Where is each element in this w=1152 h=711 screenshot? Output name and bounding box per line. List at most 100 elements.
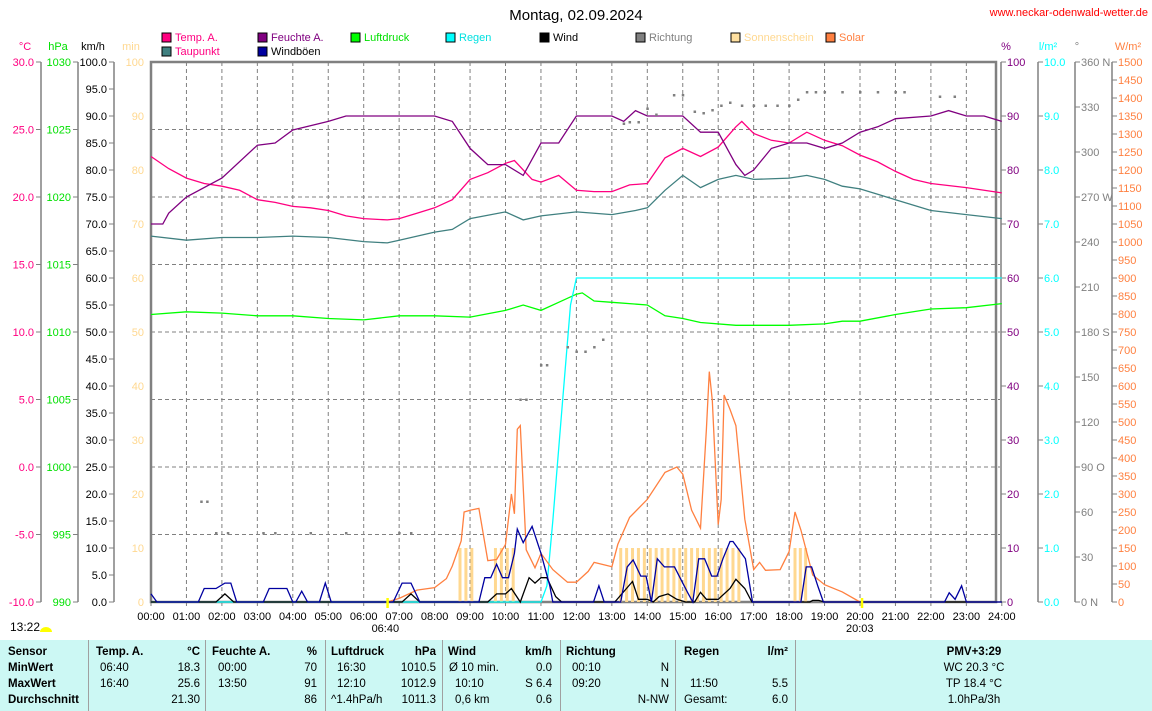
stats-table: Sensor MinWert MaxWert Durchschnitt Temp… <box>0 640 1152 711</box>
axis-tick-label: 270 W <box>1081 192 1113 204</box>
series-sonnenschein-bar <box>804 548 808 602</box>
temp-unit: °C <box>187 646 200 658</box>
series-sonnenschein-bar <box>678 548 682 602</box>
axis-tick-label: 0 <box>1007 597 1013 609</box>
rain-total-label: Gesamt: <box>684 694 728 706</box>
legend-swatch <box>635 32 646 43</box>
series-richtung-point <box>655 113 658 116</box>
series-richtung-point <box>823 91 827 94</box>
series-windböen-line <box>150 524 1002 605</box>
legend-label: Sonnenschein <box>744 32 814 44</box>
series-sonnenschein-bar <box>660 548 664 602</box>
series-richtung-point <box>409 532 413 535</box>
axis-tick-label: 350 <box>1118 471 1136 483</box>
series-richtung-point <box>622 122 626 125</box>
legend-swatch <box>730 32 741 43</box>
series-richtung-point <box>693 110 697 113</box>
current-time: 13:22 <box>10 620 40 634</box>
axis-tick-label: 330 <box>1081 102 1099 114</box>
x-tick-label: 10:00 <box>492 611 520 623</box>
press-avg: 1011.3 <box>401 694 436 706</box>
x-tick-label: 16:00 <box>704 611 732 623</box>
series-solar-line <box>387 371 861 603</box>
series-richtung-point <box>206 500 209 503</box>
series-sonnenschein-bar <box>470 548 474 602</box>
axis-tick-label: 240 <box>1081 237 1099 249</box>
series-richtung-point <box>672 94 676 97</box>
axis-tick-label: 300 <box>1118 489 1136 501</box>
axis-tick-label: 10 <box>132 543 144 555</box>
hum-unit: % <box>306 646 317 658</box>
series-richtung-point <box>720 104 723 107</box>
axis-tick-label: 20.0 <box>13 192 34 204</box>
axis-tick-label: 2.0 <box>1044 489 1059 501</box>
series-richtung-point <box>876 91 880 94</box>
hum-min-time: 00:00 <box>218 662 247 674</box>
x-tick-label: 08:00 <box>421 611 449 623</box>
axis-tick-label: 1030 <box>47 57 71 69</box>
series-richtung-point <box>814 91 818 94</box>
x-tick-label: 04:00 <box>279 611 307 623</box>
axis-tick-label: 1.0 <box>1044 543 1059 555</box>
series-luftdruck-line <box>150 292 1002 326</box>
row-label-max: MaxWert <box>8 678 56 690</box>
row-label-min: MinWert <box>8 662 54 674</box>
axis-tick-label: 0 <box>138 597 144 609</box>
pmv-value: PMV+3:29 <box>946 646 1002 658</box>
series-sonnenschein-bar <box>690 548 694 602</box>
axis-tick-label: 100.0 <box>79 57 107 69</box>
axis-tick-label: 1450 <box>1118 75 1142 87</box>
axis-tick-label: 0 N <box>1081 597 1098 609</box>
x-tick-label: 20:00 <box>846 611 874 623</box>
axis-tick-label: 1025 <box>47 125 71 137</box>
series-richtung-point <box>859 91 862 94</box>
rain-unit: l/m² <box>767 646 788 658</box>
series-richtung-point <box>398 532 401 535</box>
axis-tick-label: 0.0 <box>92 597 107 609</box>
series-temp-a--line <box>150 120 1002 221</box>
axis-tick-label: 4.0 <box>1044 381 1059 393</box>
dir-min: N <box>660 662 669 674</box>
axis-tick-label: 9.0 <box>1044 111 1059 123</box>
axis-tick-label: 40 <box>1007 381 1019 393</box>
axis-tick-label: 75.0 <box>86 192 107 204</box>
x-tick-label: 19:00 <box>811 611 839 623</box>
hum-max: 91 <box>304 678 317 690</box>
series-richtung-point <box>519 398 522 401</box>
series-richtung-point <box>539 364 543 367</box>
series-richtung-point <box>262 532 265 535</box>
series-richtung-point <box>628 121 632 124</box>
sensor-header: Sensor <box>8 646 47 658</box>
series-richtung-point <box>637 121 640 124</box>
temp-max: 25.6 <box>177 678 200 690</box>
legend-label: Solar <box>839 32 865 44</box>
series-sonnenschein-bar <box>701 548 705 602</box>
legend-label: Wind <box>553 32 578 44</box>
press-min: 1010.5 <box>400 662 436 674</box>
press-min-time: 16:30 <box>337 662 366 674</box>
axis-tick-label: 1020 <box>47 192 71 204</box>
axis-tick-label: 1000 <box>1118 237 1142 249</box>
axis-tick-label: 1000 <box>47 462 71 474</box>
legend-label: Feuchte A. <box>271 32 324 44</box>
axis-tick-label: 10.0 <box>13 327 34 339</box>
axis-tick-label: 450 <box>1118 435 1136 447</box>
axis-tick-label: 120 <box>1081 417 1099 429</box>
axis-tick-label: 1150 <box>1118 183 1142 195</box>
press-max: 1012.9 <box>400 678 436 690</box>
x-tick-label: 11:00 <box>528 611 555 623</box>
press-header: Luftdruck <box>331 646 385 658</box>
axis-tick-label: 70.0 <box>86 219 107 231</box>
legend-swatch <box>445 32 456 43</box>
series-richtung-point <box>344 532 348 535</box>
hum-min: 70 <box>304 662 317 674</box>
axis-tick-label: 50 <box>1118 579 1130 591</box>
axis-tick-label: 5.0 <box>92 570 107 582</box>
axis-tick-label: 600 <box>1118 381 1136 393</box>
series-richtung-point <box>729 101 732 104</box>
series-richtung-point <box>601 338 605 341</box>
axis-tick-label: 35.0 <box>86 408 107 420</box>
axis-tick-label: 1005 <box>47 395 71 407</box>
series-sonnenschein-bar <box>636 548 640 602</box>
hum-header: Feuchte A. <box>212 646 271 658</box>
